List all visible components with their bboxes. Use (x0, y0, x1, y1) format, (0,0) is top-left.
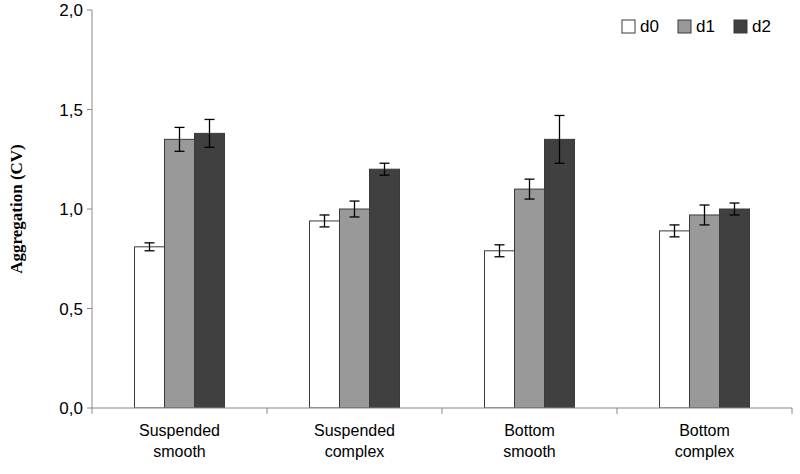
error-bar (380, 163, 390, 175)
error-line (525, 178, 535, 179)
legend-swatch (678, 20, 691, 33)
bar (340, 209, 370, 408)
error-line (704, 205, 705, 225)
error-line (559, 115, 560, 163)
y-tick-label: 0,5 (59, 300, 83, 319)
error-line (145, 250, 155, 251)
x-tick (792, 408, 793, 414)
bar (135, 247, 165, 408)
error-bar (205, 119, 215, 147)
bars (135, 115, 750, 408)
x-tick-label: Suspended complex (314, 422, 395, 460)
error-line (730, 214, 740, 215)
x-tick (92, 408, 93, 414)
bar (690, 215, 720, 408)
x-tick (442, 408, 443, 414)
y-tick (87, 109, 92, 110)
error-line (674, 225, 675, 237)
error-line (175, 151, 185, 152)
error-bar (670, 225, 680, 237)
y-tick (87, 10, 92, 11)
bar (515, 189, 545, 408)
error-bar (350, 201, 360, 217)
bar (165, 139, 195, 408)
y-tick (87, 408, 92, 409)
error-line (734, 203, 735, 215)
error-line (700, 224, 710, 225)
y-tick-label: 2,0 (59, 1, 83, 20)
legend: d0 d1 d2 (622, 17, 771, 36)
bar (195, 133, 225, 408)
x-tick-label-line: Bottom (504, 422, 555, 439)
legend-swatch (622, 20, 635, 33)
error-line (145, 242, 155, 243)
x-tick-label: Bottom complex (675, 422, 735, 460)
error-line (730, 202, 740, 203)
error-line (670, 236, 680, 237)
error-line (175, 127, 185, 128)
error-bar (700, 205, 710, 225)
legend-label: d2 (752, 17, 771, 36)
chart-svg: 0,0 0,5 1,0 1,5 2,0 Suspended smooth Suspended c… (0, 0, 800, 474)
x-tick-label: Suspended smooth (139, 422, 220, 460)
x-tick-label-line: complex (325, 443, 385, 460)
error-line (495, 256, 505, 257)
x-tick-label-line: Bottom (679, 422, 730, 439)
error-line (670, 224, 680, 225)
legend-label: d0 (640, 17, 659, 36)
error-line (495, 244, 505, 245)
x-tick-label-line: Suspended (139, 422, 220, 439)
error-bar (555, 115, 565, 163)
x-tick (267, 408, 268, 414)
error-line (350, 216, 360, 217)
legend-swatch (734, 20, 747, 33)
error-line (354, 201, 355, 217)
bar (310, 221, 340, 408)
x-tick-label-line: smooth (153, 443, 205, 460)
error-line (499, 245, 500, 257)
error-line (525, 198, 535, 199)
error-bar (145, 243, 155, 251)
error-line (209, 119, 210, 147)
error-line (205, 119, 215, 120)
error-bar (320, 215, 330, 227)
error-line (555, 115, 565, 116)
error-line (320, 214, 330, 215)
error-line (179, 127, 180, 151)
error-bar (495, 245, 505, 257)
x-tick (617, 408, 618, 414)
x-tick-label: Bottom smooth (503, 422, 555, 460)
bar (545, 139, 575, 408)
y-tick-label: 0,0 (59, 399, 83, 418)
error-line (324, 215, 325, 227)
error-line (205, 147, 215, 148)
error-line (529, 179, 530, 199)
error-bar (175, 127, 185, 151)
x-tick-label-line: smooth (503, 443, 555, 460)
y-tick (87, 209, 92, 210)
bar (370, 169, 400, 408)
y-tick-label: 1,5 (59, 101, 83, 120)
y-tick (87, 308, 92, 309)
bar (660, 231, 690, 408)
y-axis-label: Aggregation (CV) (7, 144, 26, 274)
bar (485, 251, 515, 408)
y-tick-label: 1,0 (59, 200, 83, 219)
error-line (149, 243, 150, 251)
error-bar (525, 179, 535, 199)
x-tick-label-line: Suspended (314, 422, 395, 439)
error-bar (730, 203, 740, 215)
chart-container: 0,0 0,5 1,0 1,5 2,0 Suspended smooth Suspended c… (0, 0, 800, 474)
error-line (380, 175, 390, 176)
error-line (320, 226, 330, 227)
error-line (555, 163, 565, 164)
error-line (384, 163, 385, 175)
error-line (350, 200, 360, 201)
x-tick-label-line: complex (675, 443, 735, 460)
error-line (380, 163, 390, 164)
legend-label: d1 (696, 17, 715, 36)
error-line (700, 204, 710, 205)
bar (720, 209, 750, 408)
